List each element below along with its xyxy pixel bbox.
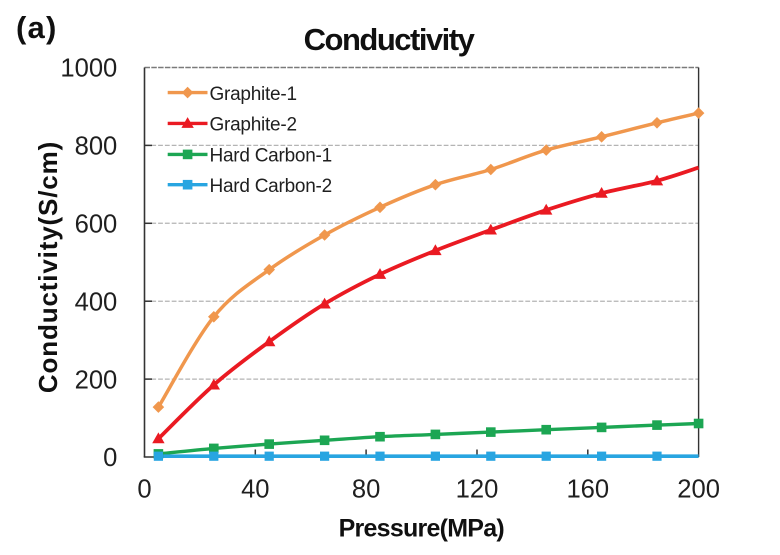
- svg-text:Hard Carbon-1: Hard Carbon-1: [210, 146, 332, 167]
- svg-text:40: 40: [241, 476, 269, 504]
- svg-text:(a): (a): [16, 10, 58, 45]
- svg-text:Graphite-2: Graphite-2: [210, 115, 297, 136]
- svg-text:600: 600: [75, 211, 118, 239]
- svg-text:80: 80: [352, 476, 380, 504]
- svg-text:Graphite-1: Graphite-1: [210, 84, 297, 105]
- svg-text:Conductivity: Conductivity: [304, 22, 476, 57]
- svg-text:160: 160: [566, 476, 609, 504]
- svg-text:200: 200: [677, 476, 720, 504]
- svg-text:800: 800: [75, 133, 118, 161]
- svg-text:400: 400: [75, 288, 118, 316]
- svg-text:Hard Carbon-2: Hard Carbon-2: [210, 176, 332, 197]
- svg-text:0: 0: [137, 476, 151, 504]
- svg-text:200: 200: [75, 366, 118, 394]
- svg-text:0: 0: [103, 444, 117, 472]
- svg-text:120: 120: [456, 476, 499, 504]
- svg-text:Pressure(MPa): Pressure(MPa): [339, 515, 505, 543]
- svg-text:1000: 1000: [60, 55, 117, 83]
- svg-text:Conductivity(S/cm): Conductivity(S/cm): [33, 141, 63, 393]
